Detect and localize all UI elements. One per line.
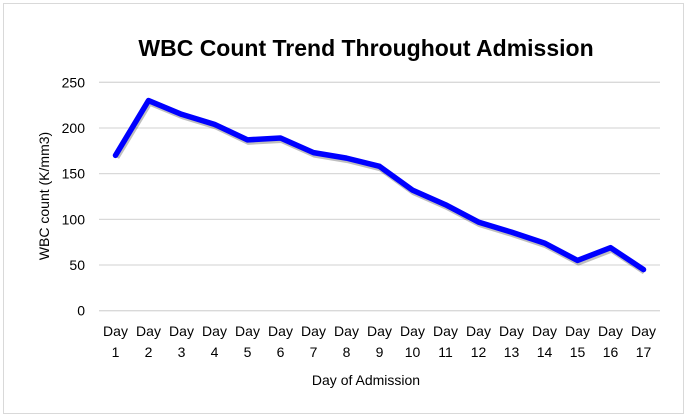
x-tick-label: Day 17	[631, 323, 656, 360]
y-tick-labels: 0 50 100 150 200 250	[62, 74, 86, 318]
x-axis-label: Day of Admission	[312, 372, 420, 388]
x-tick-label: Day 5	[235, 323, 260, 360]
x-tick-label: Day 2	[136, 323, 161, 360]
x-tick-label: Day 3	[169, 323, 194, 360]
y-tick-label: 250	[62, 74, 86, 90]
x-tick-label: Day 7	[301, 323, 326, 360]
gridlines	[99, 81, 660, 312]
x-tick-label: Day 12	[466, 323, 491, 360]
series-line	[112, 97, 647, 273]
x-tick-labels: Day 1 Day 2 Day 3 Day 4 Day 5 Day 6 Day 7 Day 8 Day 9 Day 1…	[103, 323, 656, 360]
x-tick-label: Day 11	[433, 323, 458, 360]
y-tick-label: 0	[77, 303, 85, 319]
chart-title: WBC Count Trend Throughout Admission	[138, 35, 593, 61]
x-tick-label: Day 16	[598, 323, 623, 360]
x-tick-label: Day 15	[565, 323, 590, 360]
x-tick-label: Day 13	[499, 323, 524, 360]
y-tick-label: 200	[62, 120, 86, 136]
x-tick-label: Day 8	[334, 323, 359, 360]
y-tick-label: 100	[62, 211, 86, 227]
x-tick-label: Day 10	[400, 323, 425, 360]
y-tick-label: 50	[69, 257, 85, 273]
series	[112, 97, 647, 275]
x-tick-label: Day 9	[367, 323, 392, 360]
x-tick-label: Day 4	[202, 323, 227, 360]
x-tick-label: Day 1	[103, 323, 128, 360]
x-tick-label: Day 14	[532, 323, 557, 360]
y-tick-label: 150	[62, 166, 86, 182]
y-axis-label: WBC count (K/mm3)	[36, 132, 52, 260]
chart-frame	[3, 3, 684, 414]
x-tick-label: Day 6	[268, 323, 293, 360]
